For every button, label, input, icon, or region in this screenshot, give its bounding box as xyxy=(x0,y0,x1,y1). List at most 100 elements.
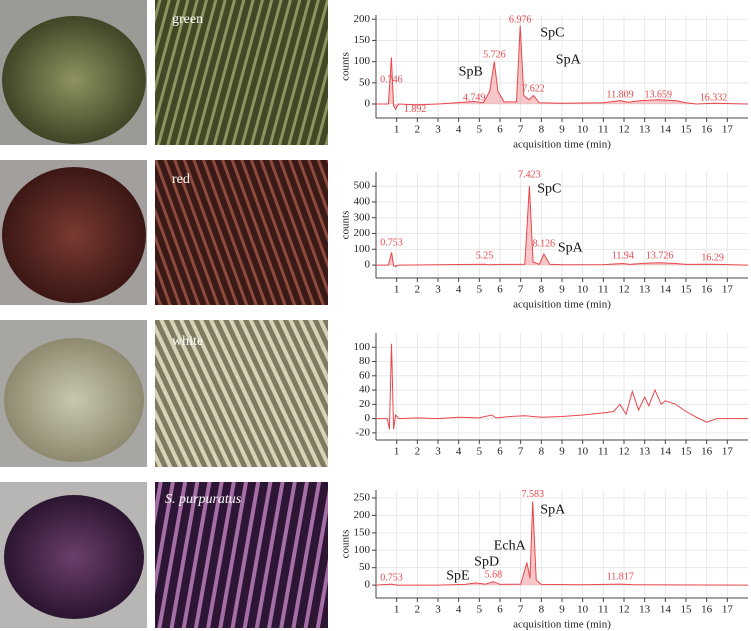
y-tick-label: 40 xyxy=(359,384,371,396)
y-tick-label: 500 xyxy=(354,180,371,192)
x-tick-label: 12 xyxy=(619,604,630,616)
x-tick-label: 10 xyxy=(577,446,589,458)
x-tick-label: 3 xyxy=(435,446,441,458)
x-tick-label: 15 xyxy=(681,604,693,616)
x-tick-label: 6 xyxy=(497,604,503,616)
y-axis-label: counts xyxy=(340,530,352,559)
y-tick-label: 0 xyxy=(365,259,371,271)
peak-label: 4.749 xyxy=(463,92,486,103)
x-tick-label: 9 xyxy=(559,604,565,616)
urchin xyxy=(4,338,144,462)
x-tick-label: 3 xyxy=(435,284,441,296)
compound-label: SpB xyxy=(459,64,483,79)
y-axis-label: counts xyxy=(340,211,352,240)
peak-label: 5.68 xyxy=(485,569,503,580)
y-tick-label: 200 xyxy=(354,227,371,239)
x-tick-label: 9 xyxy=(559,446,565,458)
x-tick-label: 7 xyxy=(518,604,524,616)
x-tick-label: 4 xyxy=(456,604,462,616)
y-tick-label: 0 xyxy=(365,579,371,591)
peak-label: 7.622 xyxy=(522,83,545,94)
peak-label: 11.817 xyxy=(607,571,634,582)
x-tick-label: 17 xyxy=(722,124,734,136)
urchin xyxy=(4,495,144,619)
peak-label: 0.746 xyxy=(380,75,403,86)
x-tick-label: 8 xyxy=(539,124,545,136)
x-tick-label: 17 xyxy=(722,604,734,616)
peak-label: 11.809 xyxy=(606,89,633,100)
compound-label: SpC xyxy=(537,182,561,197)
x-tick-label: 12 xyxy=(619,124,630,136)
x-tick-label: 8 xyxy=(539,604,545,616)
x-tick-label: 15 xyxy=(681,124,693,136)
specimen-label: red xyxy=(172,172,190,187)
peak-label: 5.25 xyxy=(476,250,494,261)
y-tick-label: 100 xyxy=(354,243,371,255)
photo-closeup xyxy=(155,0,328,145)
x-tick-label: 3 xyxy=(435,124,441,136)
y-tick-label: 150 xyxy=(354,526,371,538)
x-tick-label: 5 xyxy=(477,124,483,136)
x-tick-label: 6 xyxy=(497,446,503,458)
photos xyxy=(0,0,328,628)
compound-label: SpD xyxy=(474,554,499,569)
x-tick-label: 14 xyxy=(660,604,672,616)
y-tick-label: 50 xyxy=(359,561,371,573)
x-tick-label: 10 xyxy=(577,604,589,616)
peak-label: 8.126 xyxy=(533,238,556,249)
x-tick-label: 13 xyxy=(639,284,651,296)
x-tick-label: 2 xyxy=(415,124,421,136)
x-tick-label: 5 xyxy=(477,604,483,616)
peak-label: 16.332 xyxy=(700,92,728,103)
x-tick-label: 9 xyxy=(559,124,565,136)
x-tick-label: 1 xyxy=(394,124,400,136)
peak-label: 13.726 xyxy=(646,250,674,261)
x-tick-label: 6 xyxy=(497,124,503,136)
peak-label: 16.29 xyxy=(701,252,724,263)
x-tick-label: 11 xyxy=(598,446,609,458)
x-tick-label: 2 xyxy=(415,446,421,458)
line xyxy=(375,501,749,586)
x-tick-label: 1 xyxy=(394,446,400,458)
photo-closeup xyxy=(155,160,328,305)
y-tick-label: 200 xyxy=(354,13,371,25)
x-axis-label: acquisition time (min) xyxy=(513,619,611,631)
specimen-label: white xyxy=(172,334,203,349)
photo-closeup xyxy=(155,482,328,628)
specimen-label: green xyxy=(172,12,203,27)
y-tick-label: 0 xyxy=(365,412,371,424)
x-tick-label: 16 xyxy=(701,604,713,616)
x-tick-label: 4 xyxy=(456,446,462,458)
line xyxy=(376,25,749,111)
x-tick-label: 10 xyxy=(577,124,589,136)
x-tick-label: 4 xyxy=(456,284,462,296)
x-tick-label: 14 xyxy=(660,284,672,296)
x-tick-label: 13 xyxy=(639,446,651,458)
peak-label: 1.892 xyxy=(404,104,427,115)
x-tick-label: 2 xyxy=(415,284,421,296)
x-tick-label: 3 xyxy=(435,604,441,616)
x-tick-label: 12 xyxy=(619,446,630,458)
urchin xyxy=(2,16,146,144)
x-tick-label: 5 xyxy=(477,284,483,296)
x-tick-label: 14 xyxy=(660,446,672,458)
x-tick-label: 7 xyxy=(518,446,524,458)
line xyxy=(376,343,748,430)
peak-label: 0.753 xyxy=(380,572,403,583)
x-tick-label: 11 xyxy=(598,284,609,296)
x-tick-label: 4 xyxy=(456,124,462,136)
x-tick-label: 7 xyxy=(518,284,524,296)
x-tick-label: 1 xyxy=(394,284,400,296)
peak-label: 13.659 xyxy=(645,89,673,100)
x-axis-label: acquisition time (min) xyxy=(513,139,611,151)
x-tick-label: 1 xyxy=(394,604,400,616)
y-tick-label: 100 xyxy=(354,55,371,67)
x-tick-label: 17 xyxy=(722,446,734,458)
y-tick-label: 250 xyxy=(354,492,371,504)
x-tick-label: 16 xyxy=(701,446,713,458)
x-tick-label: 15 xyxy=(681,446,693,458)
x-tick-label: 6 xyxy=(497,284,503,296)
y-tick-label: 150 xyxy=(354,34,371,46)
y-tick-label: -20 xyxy=(355,426,370,438)
